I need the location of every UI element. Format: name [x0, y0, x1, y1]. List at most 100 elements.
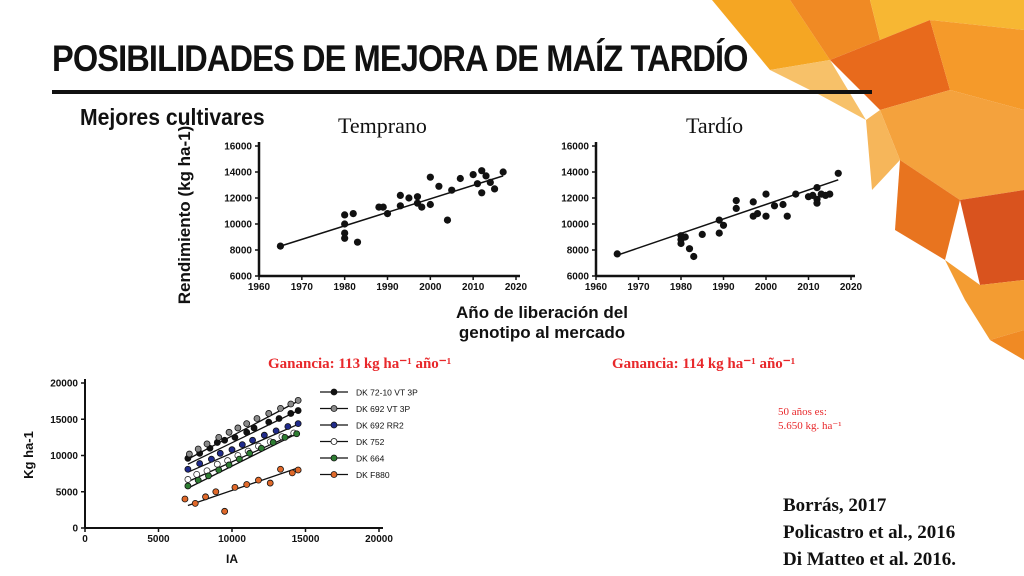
y-tick-label: 20000 [50, 379, 78, 390]
y-tick-label: 8000 [567, 246, 590, 257]
legend-label: DK 692 RR2 [356, 421, 404, 431]
x-axis-label: IA [226, 552, 238, 566]
data-point [826, 190, 834, 198]
y-tick-label: 10000 [561, 220, 589, 231]
data-point [238, 441, 246, 449]
data-point [396, 202, 404, 210]
data-point [349, 210, 357, 218]
data-point [185, 450, 193, 458]
data-point [213, 460, 221, 468]
data-point [499, 168, 507, 176]
data-point [719, 221, 728, 229]
legend-marker [330, 471, 338, 478]
data-point [813, 199, 821, 207]
data-point [276, 242, 285, 250]
reference-2: Policastro et al., 2016 [783, 522, 956, 543]
x-tick-label: 2010 [462, 282, 485, 293]
x-tick-label: 20000 [365, 534, 393, 545]
y-tick-label: 16000 [224, 142, 252, 153]
x-tick-label: 1970 [291, 282, 314, 293]
data-point [473, 180, 482, 188]
x-tick-label: 2020 [840, 282, 863, 293]
x-tick-label: 1960 [248, 282, 271, 293]
data-point [246, 449, 254, 457]
data-point [212, 488, 220, 496]
data-point [469, 171, 477, 179]
data-point [194, 476, 202, 484]
y-tick-label: 14000 [224, 168, 252, 179]
data-point [203, 440, 211, 448]
data-point [478, 189, 486, 197]
data-point [486, 178, 494, 186]
data-point [405, 194, 413, 202]
x-tick-label: 2020 [505, 282, 528, 293]
legend-marker [330, 454, 338, 462]
x-tick-label: 2000 [755, 282, 778, 293]
data-point [762, 190, 770, 198]
legend-label: DK 72-10 VT 3P [356, 388, 418, 398]
data-point [396, 191, 404, 199]
data-point [456, 174, 464, 183]
data-point [783, 212, 791, 220]
legend-label: DK 664 [356, 454, 385, 464]
data-point [193, 470, 201, 478]
legend-marker [330, 405, 338, 412]
data-point [255, 476, 262, 484]
y-tick-label: 0 [72, 524, 78, 535]
data-point [294, 466, 302, 474]
data-point [293, 430, 301, 438]
data-point [275, 415, 283, 422]
y-tick-label: 10000 [50, 451, 78, 462]
y-axis-label: Rendimiento (kg ha-1) [175, 126, 194, 305]
data-point [753, 210, 762, 218]
data-point [288, 469, 296, 477]
note-line-1: 50 años es: [778, 406, 827, 418]
data-point [281, 433, 289, 441]
data-point [698, 230, 706, 238]
data-point [225, 461, 233, 469]
title-underline [52, 90, 872, 94]
data-point [215, 466, 223, 474]
data-point [426, 200, 434, 209]
data-point [341, 220, 349, 228]
gain-tardio: Ganancia: 114 kg ha⁻¹ año⁻¹ [612, 356, 796, 372]
data-point [265, 418, 273, 426]
data-point [482, 172, 490, 180]
y-tick-label: 12000 [224, 194, 252, 205]
data-point [253, 415, 261, 422]
data-point [231, 483, 239, 491]
data-point [272, 427, 280, 435]
legend-marker [330, 438, 338, 445]
data-point [184, 482, 192, 490]
data-point [184, 476, 192, 483]
x-tick-label: 1980 [334, 282, 357, 293]
data-point [690, 252, 698, 261]
data-point [194, 445, 202, 453]
data-point [265, 410, 273, 417]
x-tick-label: 15000 [292, 534, 320, 545]
data-point [413, 193, 422, 201]
data-point [677, 239, 685, 248]
data-point [260, 431, 268, 439]
slide-title: POSIBILIDADES DE MEJORA DE MAÍZ TARDÍO [52, 38, 748, 79]
data-point [294, 396, 302, 404]
data-point [715, 216, 723, 224]
fifty-years-note: 50 años es: 5.650 kg. ha⁻¹ [778, 405, 842, 433]
gain-temprano: Ganancia: 113 kg ha⁻¹ año⁻¹ [268, 356, 452, 372]
data-point [383, 210, 392, 218]
regression-line [617, 179, 839, 256]
x-tick-label: 1990 [712, 282, 735, 293]
data-point [762, 212, 770, 220]
data-point [243, 420, 251, 428]
data-point [184, 465, 192, 473]
data-point [221, 507, 229, 515]
data-point [792, 190, 800, 198]
x-tick-label: 1980 [670, 282, 693, 293]
panel-label-tardio: Tardío [686, 113, 744, 138]
legend-label: DK 752 [356, 437, 385, 447]
data-point [379, 203, 387, 211]
regression-line [280, 175, 504, 247]
series-fit-line [187, 432, 299, 489]
